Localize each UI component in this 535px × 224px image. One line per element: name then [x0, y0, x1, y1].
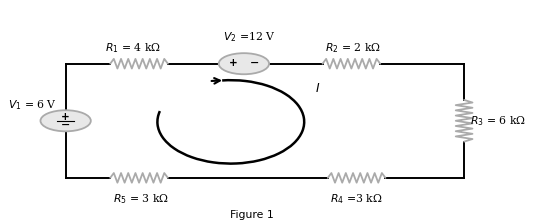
Circle shape — [41, 110, 91, 131]
Text: $I$: $I$ — [315, 82, 320, 95]
Text: $R_{2}$ = 2 kΩ: $R_{2}$ = 2 kΩ — [325, 41, 381, 55]
Circle shape — [219, 53, 269, 74]
Text: +: + — [62, 112, 70, 122]
Text: −: − — [250, 58, 259, 68]
Text: $R_{1}$ = 4 kΩ: $R_{1}$ = 4 kΩ — [105, 41, 161, 55]
Text: $R_{3}$ = 6 kΩ: $R_{3}$ = 6 kΩ — [470, 114, 526, 128]
Text: Figure 1: Figure 1 — [230, 210, 273, 220]
Text: $R_{4}$ =3 kΩ: $R_{4}$ =3 kΩ — [331, 192, 383, 206]
Text: +: + — [229, 58, 238, 68]
Text: $V_{2}$ =12 V: $V_{2}$ =12 V — [223, 31, 276, 44]
Text: −: − — [61, 120, 70, 130]
Text: $R_{5}$ = 3 kΩ: $R_{5}$ = 3 kΩ — [113, 192, 169, 206]
Text: $V_{1}$ = 6 V: $V_{1}$ = 6 V — [8, 98, 57, 112]
